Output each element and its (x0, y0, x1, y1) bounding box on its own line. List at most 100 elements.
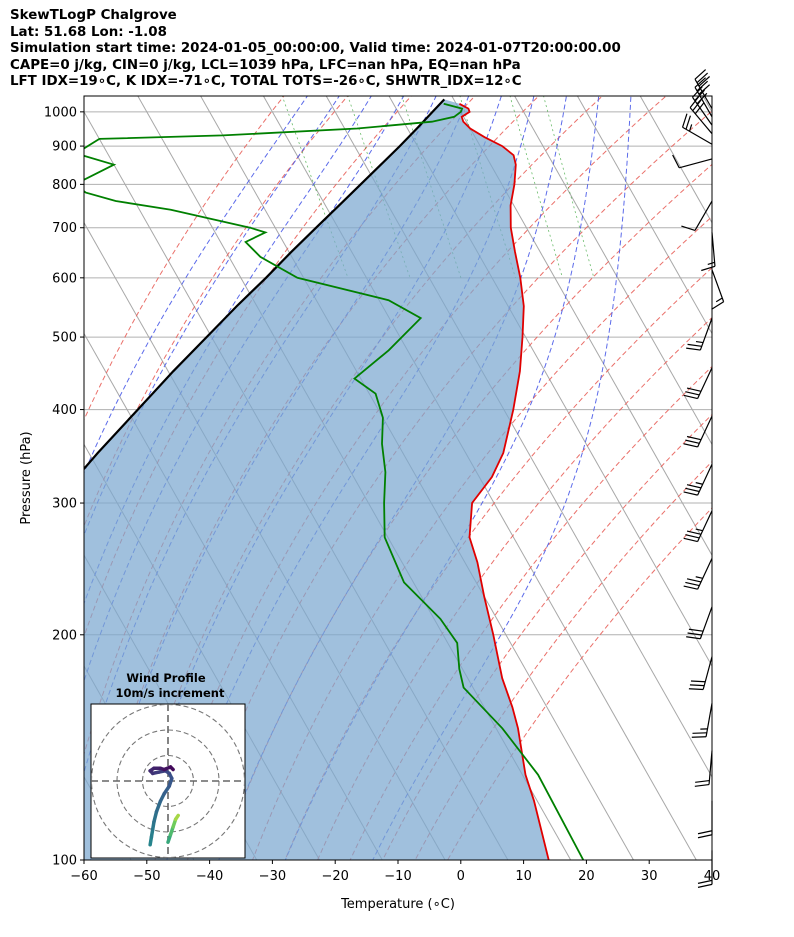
barb-feather (683, 585, 698, 590)
wind-barbs (672, 69, 725, 888)
barb-staff (697, 464, 713, 496)
moist-adiabat (124, 96, 502, 860)
moist-adiabat (84, 96, 372, 605)
barb-feather (686, 530, 702, 535)
wind-barb (711, 269, 725, 310)
wind-barb (681, 113, 713, 145)
y-tick-label: 100 (52, 854, 77, 869)
wind-barb (697, 800, 713, 839)
isotherm-line (0, 81, 88, 894)
stability-params: CAPE=0 j/kg, CIN=0 j/kg, LCL=1039 hPa, L… (10, 57, 521, 73)
barb-staff (679, 158, 713, 169)
wind-barb (683, 510, 713, 543)
x-tick-label: 0 (457, 869, 465, 884)
wind-barb (683, 367, 713, 400)
barb-staff (708, 750, 713, 785)
x-tick-label: −20 (321, 869, 348, 884)
wind-barb (691, 703, 713, 738)
cin-shading (84, 99, 549, 860)
barb-feather (689, 95, 700, 109)
dry-adiabat (84, 96, 412, 638)
barb-feather (711, 301, 724, 310)
temperature-line (458, 103, 550, 860)
plot-area (0, 81, 794, 894)
wind-barb (672, 154, 713, 169)
barb-feather (698, 84, 711, 95)
barb-staff (694, 200, 713, 231)
y-tick-label: 600 (52, 271, 77, 286)
location-coords: Lat: 51.68 Lon: -1.08 (10, 24, 167, 40)
barb-feather (681, 225, 696, 232)
barb-feather (686, 578, 702, 583)
isotherm-line (639, 96, 712, 224)
barb-feather (685, 391, 700, 396)
x-tick-label: 30 (641, 869, 658, 884)
barb-feather (694, 102, 705, 115)
barb-staff (697, 367, 713, 399)
y-tick-label: 300 (52, 497, 77, 512)
barb-feather (687, 632, 702, 636)
barb-feather (697, 879, 713, 884)
wind-barb (681, 200, 713, 232)
barb-staff (682, 126, 713, 145)
hodograph-segment (168, 765, 175, 772)
wind-barb (694, 750, 713, 787)
barb-feather (694, 77, 707, 88)
y-tick-label: 700 (52, 221, 77, 236)
wind-barb (697, 850, 713, 888)
barb-feather (691, 736, 707, 738)
wind-barb (686, 606, 713, 640)
barb-half-feather (695, 528, 703, 532)
barb-feather (683, 394, 698, 400)
barb-feather (672, 154, 680, 169)
barb-staff (692, 96, 713, 126)
wind-barb (683, 415, 713, 448)
barb-staff (711, 232, 716, 267)
y-tick-label: 900 (52, 140, 77, 155)
barb-feather (686, 484, 702, 489)
hodograph-segment (154, 799, 163, 814)
barb-staff (711, 269, 725, 302)
y-tick-label: 400 (52, 403, 77, 418)
isotherm-line (514, 96, 712, 446)
barb-staff (689, 107, 713, 135)
barb-feather (685, 487, 700, 493)
barb-feather (685, 534, 700, 539)
barb-feather (697, 830, 713, 835)
header: SkewTLogP Chalgrove Lat: 51.68 Lon: -1.0… (10, 8, 621, 91)
x-tick-label: −30 (259, 869, 286, 884)
barb-feather (683, 537, 698, 543)
wind-barb (683, 464, 713, 496)
y-axis-label: Pressure (hPa) (19, 431, 34, 524)
isotherm-line (757, 81, 794, 894)
y-tick-label: 1000 (44, 105, 77, 120)
barb-staff (702, 656, 713, 690)
barb-feather (686, 435, 702, 441)
barb-feather (685, 581, 700, 587)
barb-feather (683, 491, 698, 496)
x-tick-label: −50 (133, 869, 160, 884)
wind-barb (688, 656, 713, 691)
barb-staff (699, 606, 713, 639)
parcel-path-line (84, 98, 446, 471)
hodograph-plot (91, 704, 245, 858)
x-tick-label: 20 (578, 869, 595, 884)
y-tick-label: 500 (52, 331, 77, 346)
barb-staff (697, 510, 713, 542)
hodograph-subtitle: 10m/s increment (116, 686, 225, 700)
barb-feather (686, 636, 701, 640)
dewpoint-line (84, 102, 585, 860)
barb-feather (697, 834, 713, 839)
hodograph-title: Wind Profile (126, 671, 206, 685)
barb-staff (705, 703, 713, 737)
barb-feather (692, 732, 707, 734)
x-tick-label: −40 (196, 869, 223, 884)
barb-feather (688, 628, 704, 632)
wind-barb (683, 558, 713, 590)
barb-feather (692, 86, 703, 98)
barb-half-feather (715, 297, 723, 303)
isotherm-line (576, 96, 712, 335)
barb-feather (698, 76, 711, 87)
